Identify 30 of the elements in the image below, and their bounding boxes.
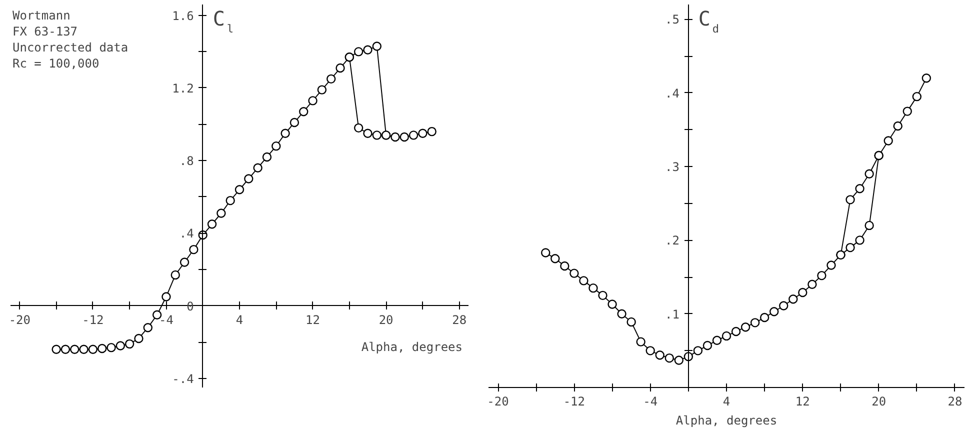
- y-tick-label: 1.6: [172, 8, 194, 23]
- y-tick-label: .2: [664, 234, 680, 248]
- y-tick-label: .8: [179, 154, 194, 168]
- x-axis-title: Alpha, degrees: [361, 340, 463, 354]
- x-tick-label: -4: [158, 312, 174, 327]
- y-tick-label: -.4: [172, 372, 194, 386]
- y-tick-label: 1.2: [172, 82, 194, 96]
- y-tick-label: .4: [179, 226, 194, 241]
- x-tick-label: 12: [306, 312, 320, 327]
- y-tick-label: .5: [664, 12, 680, 27]
- x-tick-label: -20: [487, 394, 509, 408]
- x-tick-label: 20: [378, 312, 394, 327]
- x-tick-label: 12: [795, 394, 810, 408]
- y-tick-label: .4: [664, 86, 680, 100]
- x-tick-label: 28: [452, 312, 467, 327]
- x-tick-label: 4: [236, 312, 244, 327]
- x-tick-label: 4: [722, 394, 730, 408]
- y-tick-label: .1: [664, 307, 680, 322]
- x-axis-title: Alpha, degrees: [676, 414, 778, 428]
- y-tick-label: .3: [664, 160, 680, 174]
- annotation: Rc = 100,000: [12, 56, 100, 70]
- x-tick-label: -12: [563, 394, 586, 408]
- x-tick-label: -20: [8, 312, 31, 327]
- annotation: FX 63-137: [12, 24, 78, 38]
- x-tick-label: -4: [643, 394, 658, 408]
- x-tick-label: 28: [948, 394, 962, 408]
- x-tick-label: -12: [82, 312, 104, 327]
- annotation: Wortmann: [12, 8, 70, 22]
- annotation: Uncorrected data: [12, 40, 128, 54]
- x-tick-label: 20: [872, 394, 886, 408]
